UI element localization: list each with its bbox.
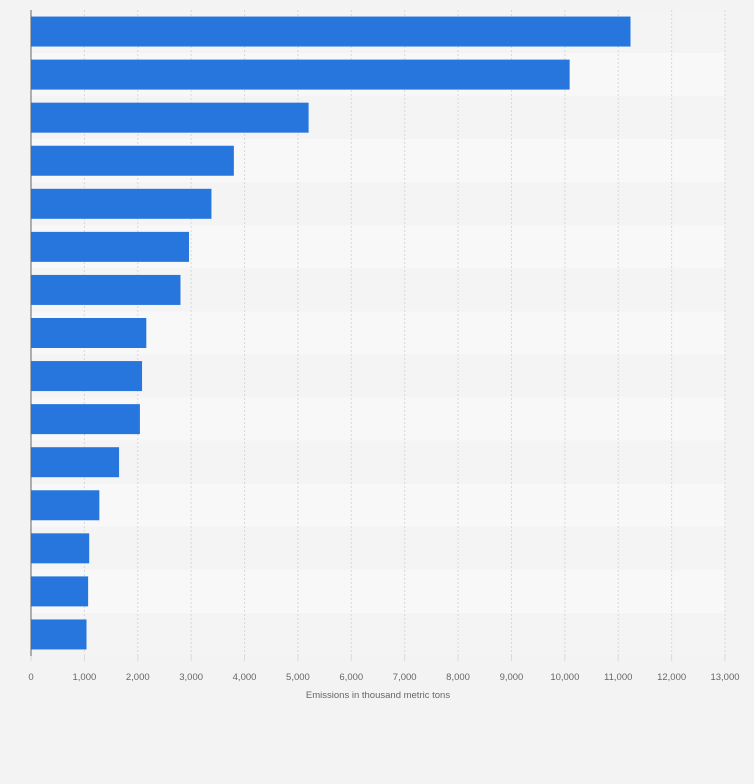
bar[interactable] (31, 145, 234, 176)
x-tick-label: 10,000 (550, 672, 579, 683)
bar[interactable] (31, 318, 147, 348)
x-tick-label: 3,000 (179, 672, 203, 683)
x-tick-label: 9,000 (500, 672, 524, 683)
x-tick-label: 1,000 (72, 672, 96, 683)
x-tick-label: 11,000 (604, 672, 632, 683)
bar[interactable] (31, 188, 212, 219)
x-tick-label: 6,000 (339, 672, 363, 683)
row-band (31, 612, 725, 656)
row-band (31, 397, 725, 441)
row-band (31, 440, 725, 484)
bar[interactable] (31, 102, 309, 133)
bar[interactable] (31, 619, 87, 650)
bar[interactable] (31, 576, 89, 607)
x-tick-label: 4,000 (233, 672, 257, 683)
x-tick-label: 2,000 (126, 672, 150, 683)
x-tick-label: 7,000 (393, 672, 417, 683)
row-band (31, 354, 725, 398)
bar[interactable] (31, 231, 190, 262)
bar[interactable] (31, 274, 181, 305)
row-band (31, 483, 725, 527)
bar[interactable] (31, 361, 143, 392)
x-axis-ticks: 0 1,000 2,000 3,000 4,000 5,000 6,000 7,000 8,00… (28, 656, 740, 683)
x-tick-label: 13,000 (710, 672, 739, 683)
bar[interactable] (31, 490, 100, 521)
bar[interactable] (31, 59, 570, 90)
row-band (31, 569, 725, 613)
row-band (31, 526, 725, 570)
x-axis-title: Emissions in thousand metric tons (306, 690, 450, 701)
bars (31, 16, 631, 650)
x-tick-label: 8,000 (446, 672, 470, 683)
x-tick-label: 0 (28, 672, 33, 683)
x-tick-label: 12,000 (657, 672, 686, 683)
row-band (31, 311, 725, 355)
bar[interactable] (31, 16, 631, 47)
bar[interactable] (31, 533, 90, 564)
bar[interactable] (31, 447, 120, 478)
x-tick-label: 5,000 (286, 672, 310, 683)
bar[interactable] (31, 404, 140, 435)
